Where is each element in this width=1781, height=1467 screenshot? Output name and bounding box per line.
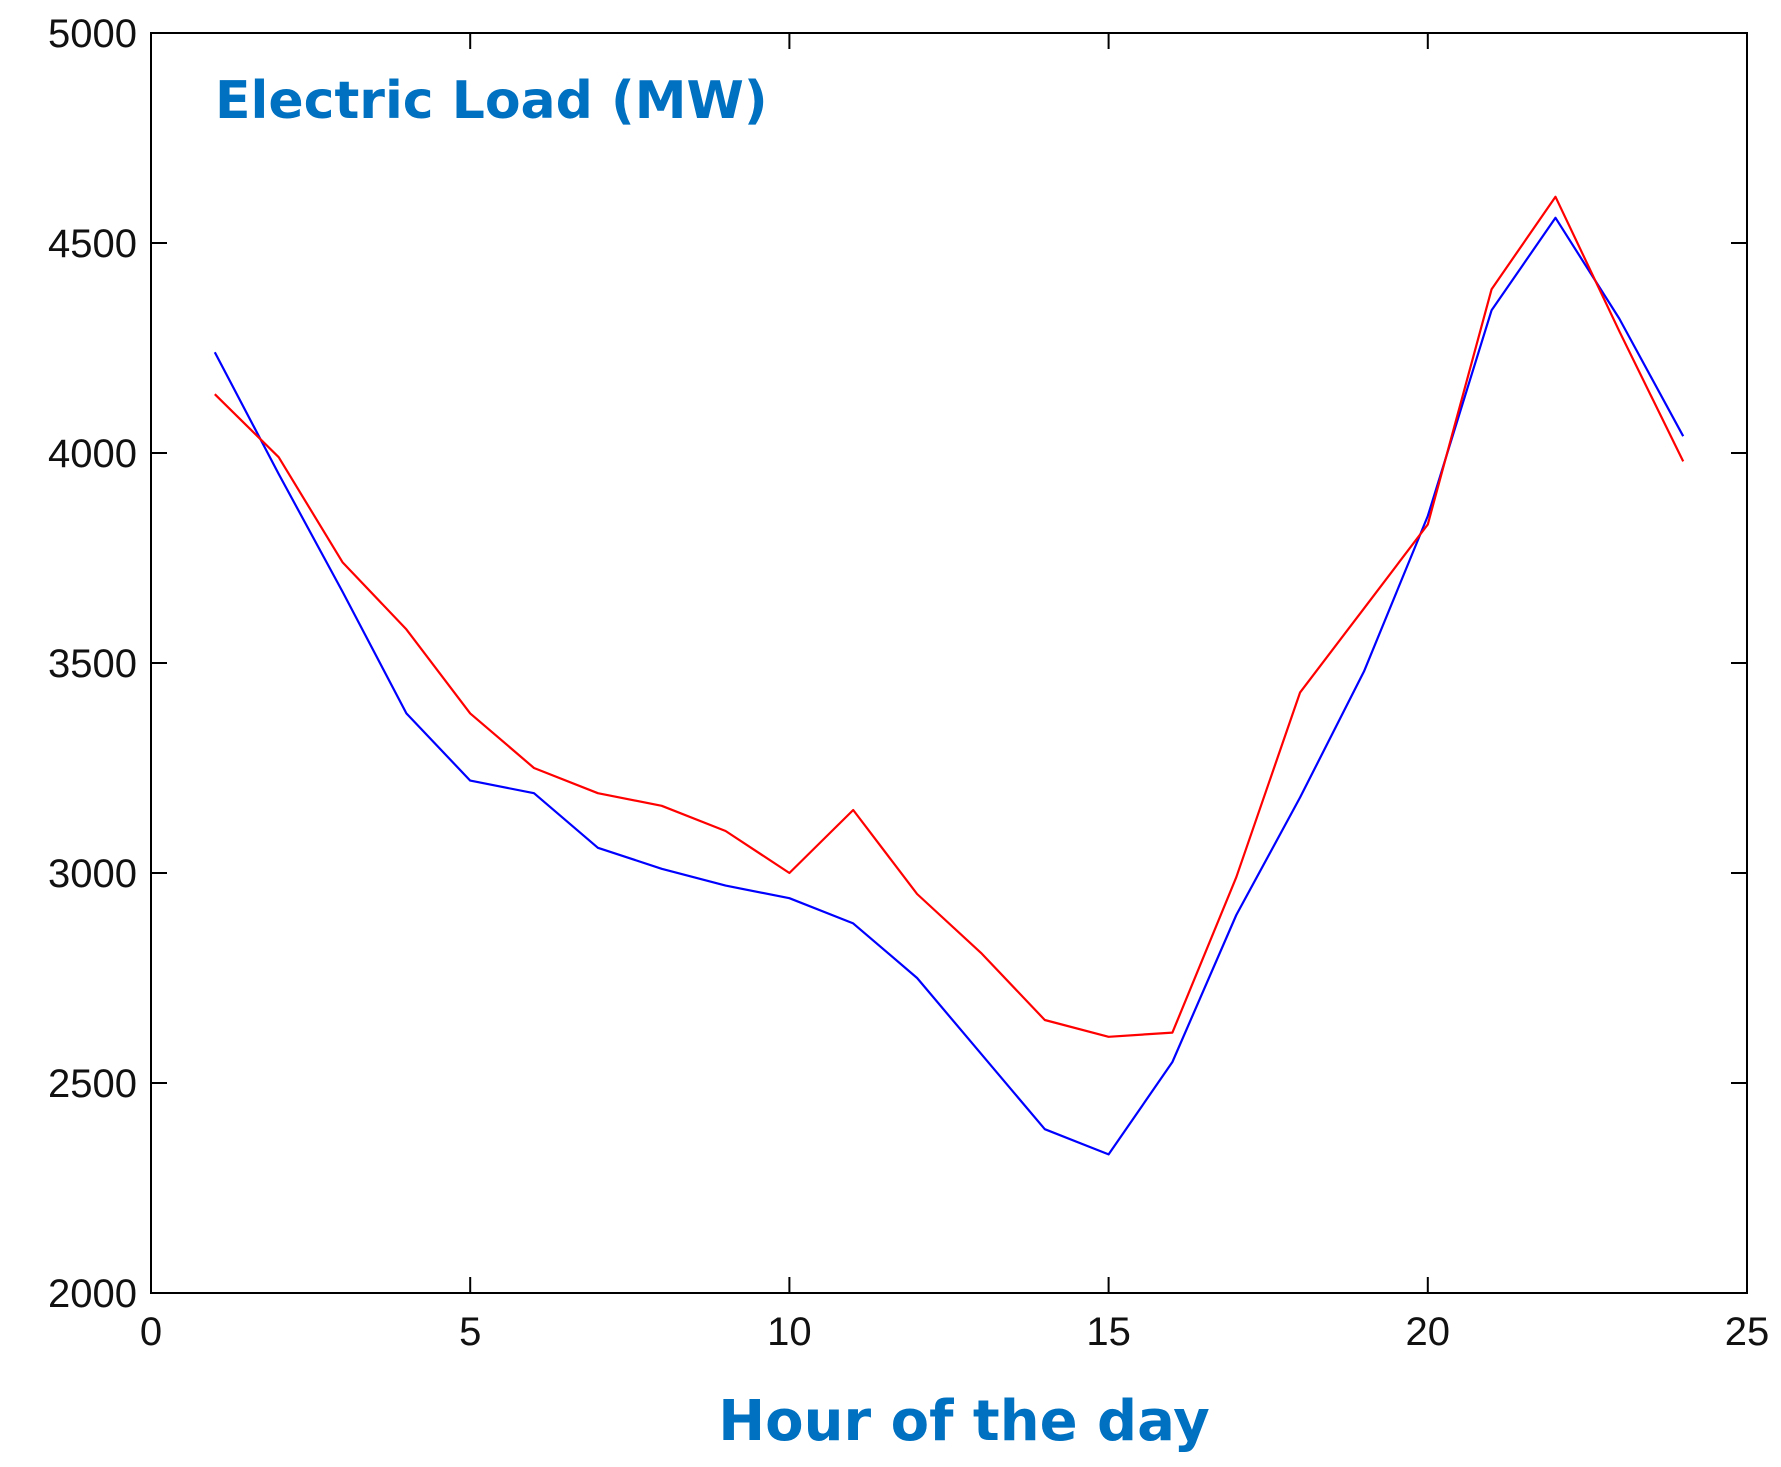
y-tick-label: 2000	[48, 1272, 137, 1316]
y-tick-label: 2500	[48, 1062, 137, 1106]
series-layer	[213, 195, 1685, 1156]
x-axis-ticks: 0 5 10 15 20 25	[140, 33, 1769, 1354]
y-tick-label: 3000	[48, 852, 137, 896]
x-tick-label: 10	[767, 1310, 812, 1354]
x-tick-label: 15	[1086, 1310, 1131, 1354]
y-tick-label: 4000	[48, 432, 137, 476]
y-tick-label: 3500	[48, 642, 137, 686]
chart-title: Electric Load (MW)	[215, 71, 768, 131]
x-tick-label: 0	[140, 1310, 162, 1354]
y-axis-ticks: 2000 2500 3000 3500 4000 4500 5000	[48, 12, 1747, 1316]
series-line-2	[214, 195, 1685, 1038]
x-tick-label: 5	[459, 1310, 481, 1354]
series-line-1	[213, 216, 1685, 1156]
x-tick-label: 20	[1406, 1310, 1451, 1354]
plot-frame	[150, 32, 1748, 1294]
y-tick-label: 5000	[48, 12, 137, 56]
y-tick-label: 4500	[48, 222, 137, 266]
x-tick-label: 25	[1725, 1310, 1770, 1354]
x-axis-title: Hour of the day	[718, 1389, 1209, 1454]
